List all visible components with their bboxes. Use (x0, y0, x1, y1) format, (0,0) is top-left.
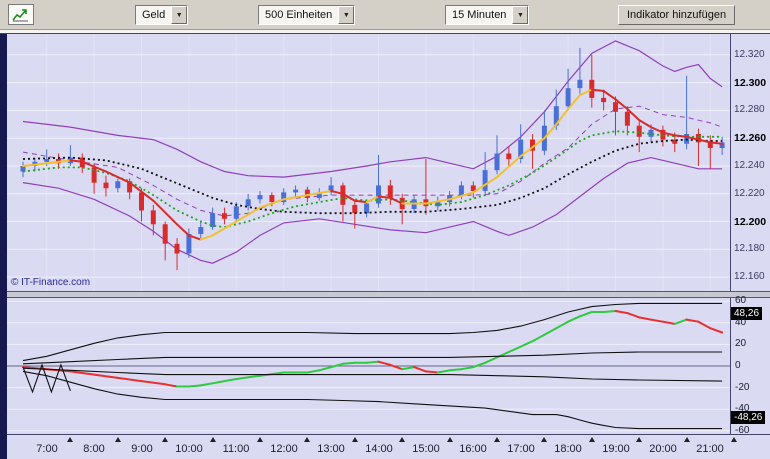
price-axis-label: 12.220 (734, 188, 765, 199)
time-axis-label: 8:00 (83, 443, 105, 455)
price-axis-label: 12.320 (734, 49, 765, 60)
chart-icon (12, 8, 28, 21)
panel-splitter[interactable] (7, 291, 770, 298)
time-tick-icon (636, 437, 642, 442)
chevron-down-icon[interactable]: ▼ (512, 6, 529, 24)
oscillator-level-badge: 48,26 (731, 307, 763, 320)
price-axis-label: 12.260 (734, 132, 767, 144)
oscillator-level-badge: -48,26 (731, 411, 766, 424)
timeframe-dropdown[interactable]: 15 Minuten ▼ (445, 5, 530, 25)
oscillator-axis-label: -40 (735, 403, 750, 414)
chart-mode-button[interactable] (8, 4, 34, 25)
time-axis-label: 15:00 (412, 443, 440, 455)
time-tick-icon (352, 437, 358, 442)
time-axis-label: 16:00 (459, 443, 487, 455)
price-axis-label: 12.300 (734, 77, 767, 89)
time-axis-label: 20:00 (649, 443, 677, 455)
price-axis-label: 12.160 (734, 271, 765, 282)
time-tick-icon (541, 437, 547, 442)
time-axis-label: 19:00 (602, 443, 630, 455)
time-axis-label: 10:00 (175, 443, 203, 455)
timeframe-value: 15 Minuten (452, 9, 507, 21)
left-edge-strip (0, 34, 7, 459)
chart-area: © IT-Finance.com 12.320 12.300 12.280 12.26… (0, 33, 770, 459)
time-tick-icon (257, 437, 263, 442)
price-axis-label: 12.280 (734, 104, 765, 115)
time-axis-label: 11:00 (222, 443, 250, 455)
price-axis-label: 12.240 (734, 160, 765, 171)
oscillator-axis-label: 40 (735, 317, 747, 328)
units-value: 500 Einheiten (265, 9, 333, 21)
oscillator-plot-svg (7, 300, 730, 432)
time-axis-label: 18:00 (554, 443, 582, 455)
oscillator-chart[interactable] (7, 298, 730, 434)
oscillator-axis-label: 20 (735, 338, 747, 349)
time-axis-label: 7:00 (36, 443, 58, 455)
time-axis: 7:00 8:00 9:00 10:00 11:00 12:00 13:00 14:00 15:… (7, 434, 770, 459)
time-tick-icon (399, 437, 405, 442)
watermark: © IT-Finance.com (11, 277, 91, 288)
oscillator-axis: 60 48,26 40 20 0 -20 -40 -48,26 -60 (730, 295, 770, 436)
chevron-down-icon[interactable]: ▼ (171, 6, 188, 24)
oscillator-axis-label: -20 (735, 382, 750, 393)
time-axis-label: 21:00 (696, 443, 724, 455)
time-tick-icon (589, 437, 595, 442)
chevron-down-icon[interactable]: ▼ (338, 6, 355, 24)
toolbar: Geld ▼ 500 Einheiten ▼ 15 Minuten ▼ Indi… (0, 0, 770, 30)
time-axis-label: 17:00 (507, 443, 535, 455)
time-tick-icon (162, 437, 168, 442)
price-axis: 12.320 12.300 12.280 12.260 12.240 12.220 12.2… (730, 34, 770, 291)
time-tick-icon (304, 437, 310, 442)
price-axis-label: 12.200 (734, 216, 767, 228)
oscillator-axis-label: 0 (735, 360, 741, 371)
time-tick-icon (210, 437, 216, 442)
time-tick-icon (67, 437, 73, 442)
add-indicator-button[interactable]: Indikator hinzufügen (618, 5, 736, 25)
time-axis-label: 13:00 (317, 443, 345, 455)
price-type-value: Geld (142, 9, 166, 21)
price-type-dropdown[interactable]: Geld ▼ (135, 5, 189, 25)
units-dropdown[interactable]: 500 Einheiten ▼ (258, 5, 356, 25)
time-tick-icon (494, 437, 500, 442)
oscillator-axis-label: 60 (735, 295, 747, 306)
time-axis-label: 9:00 (131, 443, 153, 455)
time-tick-icon (731, 437, 737, 442)
toolbar-separator (0, 30, 770, 33)
main-plot-svg (7, 34, 730, 291)
time-axis-label: 14:00 (365, 443, 393, 455)
time-tick-icon (115, 437, 121, 442)
main-price-chart[interactable]: © IT-Finance.com (7, 34, 730, 291)
price-axis-label: 12.180 (734, 243, 765, 254)
oscillator-axis-label: -60 (735, 425, 750, 436)
time-tick-icon (684, 437, 690, 442)
time-axis-label: 12:00 (270, 443, 298, 455)
time-tick-icon (447, 437, 453, 442)
